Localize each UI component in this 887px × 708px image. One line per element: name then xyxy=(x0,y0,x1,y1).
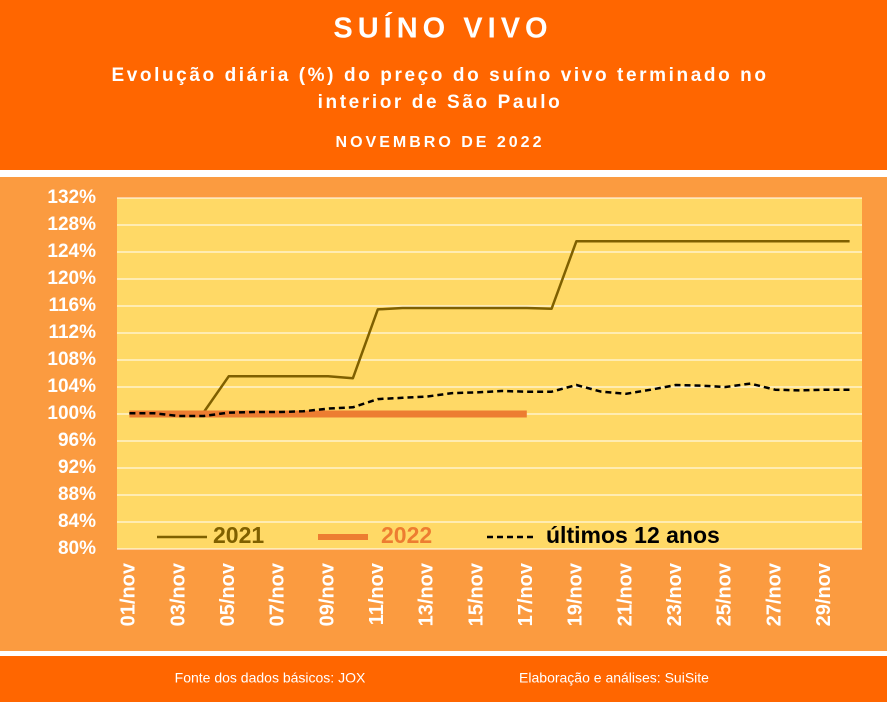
source: Fonte dos dados básicos: JOX xyxy=(175,670,366,686)
series-line xyxy=(129,382,850,418)
y-tick-label: 80% xyxy=(58,538,96,559)
footer xyxy=(0,656,887,702)
x-tick-label: 13/nov xyxy=(416,562,438,626)
legend-label: 2021 xyxy=(213,522,264,548)
plot-area xyxy=(117,198,862,549)
y-tick-label: 108% xyxy=(47,349,96,370)
y-tick-label: 100% xyxy=(47,403,96,424)
subtitle: Evolução diária (%) do preço do suíno vi… xyxy=(111,65,768,86)
y-tick-label: 112% xyxy=(48,322,96,343)
legend-label: últimos 12 anos xyxy=(546,522,720,548)
y-tick-label: 120% xyxy=(47,268,96,289)
x-tick-label: 07/nov xyxy=(267,562,289,626)
x-tick-label: 09/nov xyxy=(316,562,338,626)
x-tick-label: 15/nov xyxy=(465,562,487,626)
x-tick-label: 11/nov xyxy=(366,562,388,625)
y-tick-label: 92% xyxy=(58,457,96,478)
x-tick-label: 03/nov xyxy=(167,562,189,626)
y-tick-label: 104% xyxy=(47,376,96,397)
x-tick-label: 19/nov xyxy=(565,562,587,626)
x-tick-label: 23/nov xyxy=(664,562,686,626)
y-tick-label: 88% xyxy=(58,484,96,505)
period: NOVEMBRO DE 2022 xyxy=(336,134,545,151)
header xyxy=(0,0,887,170)
x-tick-label: 17/nov xyxy=(515,562,537,626)
x-tick-label: 01/nov xyxy=(118,562,140,626)
legend-label: 2022 xyxy=(381,522,432,548)
x-tick-label: 05/nov xyxy=(217,562,239,626)
subtitle: interior de São Paulo xyxy=(318,92,563,113)
y-tick-label: 96% xyxy=(58,430,96,451)
x-tick-label: 27/nov xyxy=(763,562,785,626)
x-tick-label: 29/nov xyxy=(813,562,835,626)
chart-title: SUÍNO VIVO xyxy=(333,11,552,45)
y-tick-label: 84% xyxy=(58,511,96,532)
x-tick-label: 25/nov xyxy=(714,562,736,626)
y-tick-label: 116% xyxy=(48,295,96,316)
credit: Elaboração e análises: SuiSite xyxy=(519,670,709,686)
x-tick-label: 21/nov xyxy=(614,562,636,626)
y-tick-label: 124% xyxy=(47,241,96,262)
series-line xyxy=(129,239,850,416)
y-tick-label: 132% xyxy=(47,187,96,208)
y-tick-label: 128% xyxy=(47,214,96,235)
